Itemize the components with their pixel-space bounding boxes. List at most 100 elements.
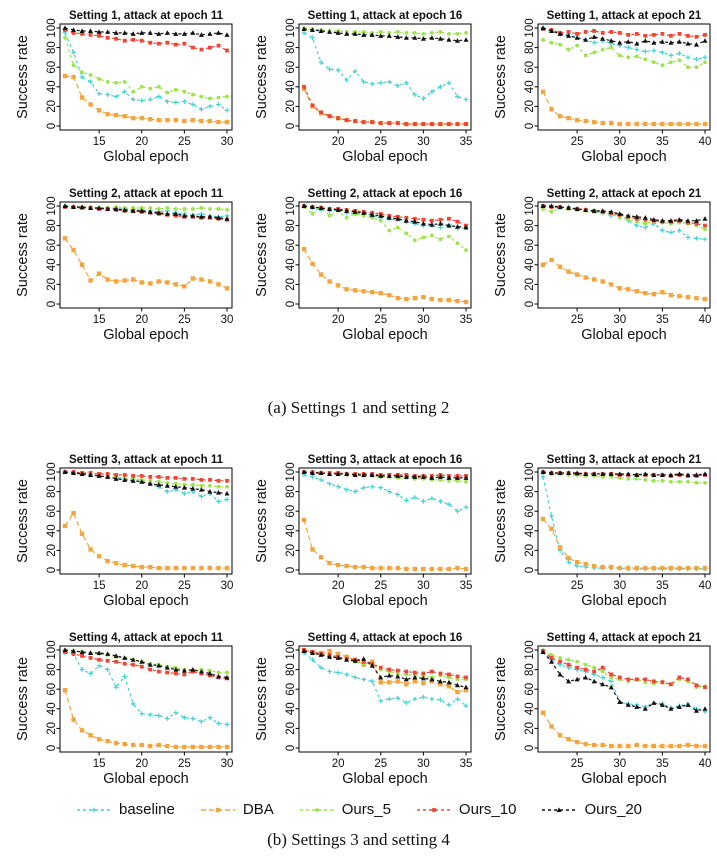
legend-item-Ours_20: Ours_20 xyxy=(540,801,642,818)
svg-text:30: 30 xyxy=(221,136,234,148)
svg-text:100: 100 xyxy=(524,462,536,481)
svg-text:25: 25 xyxy=(571,314,584,326)
svg-text:100: 100 xyxy=(524,18,536,37)
series-line-DBA xyxy=(64,511,227,569)
svg-text:20: 20 xyxy=(285,722,297,735)
y-axis-label: Success rate xyxy=(15,479,31,563)
svg-text:60: 60 xyxy=(46,239,58,252)
svg-text:25: 25 xyxy=(571,758,584,770)
svg-text:20: 20 xyxy=(524,544,536,557)
svg-text:60: 60 xyxy=(524,683,536,696)
svg-text:35: 35 xyxy=(460,580,473,592)
svg-text:60: 60 xyxy=(46,505,58,518)
x-axis-label: Global epoch xyxy=(103,593,188,609)
legend-item-DBA: DBA xyxy=(199,801,274,818)
svg-text:80: 80 xyxy=(46,219,58,232)
svg-text:25: 25 xyxy=(374,758,387,770)
legend-marker-square-icon xyxy=(416,807,451,812)
svg-text:100: 100 xyxy=(285,18,297,37)
x-axis-label: Global epoch xyxy=(581,327,666,343)
svg-text:0: 0 xyxy=(524,567,536,573)
chart-title: Setting 2, attack at epoch 11 xyxy=(69,188,224,200)
svg-text:80: 80 xyxy=(46,41,58,54)
svg-text:60: 60 xyxy=(285,683,297,696)
svg-text:30: 30 xyxy=(221,758,234,770)
svg-text:35: 35 xyxy=(656,580,669,592)
series-line-Ours_10 xyxy=(303,86,466,125)
legend-label: DBA xyxy=(242,801,274,818)
svg-text:40: 40 xyxy=(46,524,58,537)
legend-item-Ours_10: Ours_10 xyxy=(415,801,516,818)
chart-legend: baseline DBA Ours_5 Ours_10 Ours_20 xyxy=(0,801,717,818)
svg-text:35: 35 xyxy=(656,758,669,770)
svg-text:25: 25 xyxy=(374,136,387,148)
chart-setting-4-attack-at-epoch-11: Setting 4, attack at epoch 11 15 20 25 30 0 20… xyxy=(0,628,239,806)
svg-text:60: 60 xyxy=(524,239,536,252)
svg-text:0: 0 xyxy=(46,301,58,307)
x-axis-label: Global epoch xyxy=(581,149,666,165)
svg-text:20: 20 xyxy=(332,314,345,326)
svg-text:15: 15 xyxy=(93,758,106,770)
svg-text:20: 20 xyxy=(332,758,345,770)
svg-text:0: 0 xyxy=(285,567,297,573)
svg-text:40: 40 xyxy=(46,258,58,271)
svg-text:100: 100 xyxy=(46,640,58,659)
chart-setting-2-attack-at-epoch-11: Setting 2, attack at epoch 11 15 20 25 30 0 20… xyxy=(0,184,239,362)
svg-text:35: 35 xyxy=(460,136,473,148)
svg-text:20: 20 xyxy=(285,544,297,557)
svg-text:40: 40 xyxy=(46,80,58,93)
svg-text:15: 15 xyxy=(93,580,106,592)
svg-text:100: 100 xyxy=(46,462,58,481)
svg-text:25: 25 xyxy=(374,580,387,592)
chart-setting-1-attack-at-epoch-11: Setting 1, attack at epoch 11 15 20 25 30 0 20… xyxy=(0,6,239,184)
chart-setting-2-attack-at-epoch-21: Setting 2, attack at epoch 21 25 30 35 40 0 20… xyxy=(478,184,717,362)
x-axis-label: Global epoch xyxy=(342,771,427,787)
y-axis-label: Success rate xyxy=(15,657,31,741)
legend-marker-triangle-icon xyxy=(542,806,577,812)
caption-a: (a) Settings 1 and setting 2 xyxy=(267,398,450,417)
chart-setting-3-attack-at-epoch-21: Setting 3, attack at epoch 21 25 30 35 40 0 20… xyxy=(478,450,717,628)
svg-text:35: 35 xyxy=(460,314,473,326)
chart-setting-3-attack-at-epoch-16: Setting 3, attack at epoch 16 20 25 30 35 0 20… xyxy=(239,450,478,628)
svg-text:35: 35 xyxy=(656,136,669,148)
svg-text:30: 30 xyxy=(613,580,626,592)
y-axis-label: Success rate xyxy=(254,479,270,563)
svg-text:25: 25 xyxy=(178,136,191,148)
chart-grid-settings-3-4: Setting 3, attack at epoch 11 15 20 25 30 0 20… xyxy=(0,450,717,806)
svg-text:20: 20 xyxy=(285,100,297,113)
series-line-DBA xyxy=(303,248,467,303)
svg-text:25: 25 xyxy=(374,314,387,326)
legend-label: Ours_20 xyxy=(584,801,643,818)
svg-text:30: 30 xyxy=(221,580,234,592)
svg-text:20: 20 xyxy=(332,580,345,592)
svg-text:0: 0 xyxy=(285,745,297,751)
svg-text:40: 40 xyxy=(524,524,536,537)
svg-text:80: 80 xyxy=(285,219,297,232)
chart-title: Setting 2, attack at epoch 21 xyxy=(547,188,702,200)
series-line-baseline xyxy=(303,652,467,707)
svg-text:25: 25 xyxy=(178,580,191,592)
series-line-DBA xyxy=(64,690,227,748)
svg-text:35: 35 xyxy=(460,758,473,770)
svg-text:20: 20 xyxy=(46,278,58,291)
y-axis-label: Success rate xyxy=(15,213,31,297)
x-axis-label: Global epoch xyxy=(342,149,427,165)
svg-text:0: 0 xyxy=(285,123,297,129)
legend-item-baseline: baseline xyxy=(75,801,175,818)
svg-text:30: 30 xyxy=(417,758,430,770)
svg-text:0: 0 xyxy=(524,301,536,307)
svg-text:80: 80 xyxy=(524,41,536,54)
y-axis-label: Success rate xyxy=(493,479,509,563)
chart-title: Setting 4, attack at epoch 16 xyxy=(308,632,463,644)
legend-marker-circle-icon xyxy=(299,807,334,812)
legend-marker-plus-icon xyxy=(76,807,111,812)
series-line-Ours_5 xyxy=(64,37,228,100)
series-line-baseline xyxy=(64,471,228,503)
svg-text:60: 60 xyxy=(524,505,536,518)
svg-text:80: 80 xyxy=(524,219,536,232)
svg-text:60: 60 xyxy=(46,683,58,696)
svg-text:60: 60 xyxy=(524,61,536,74)
svg-text:80: 80 xyxy=(285,663,297,676)
svg-text:80: 80 xyxy=(46,485,58,498)
svg-text:35: 35 xyxy=(656,314,669,326)
